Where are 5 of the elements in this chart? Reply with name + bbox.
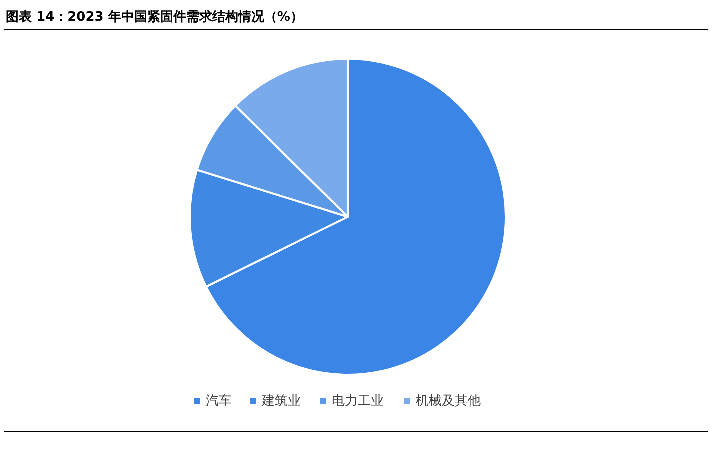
- legend-label: 机械及其他: [416, 394, 481, 409]
- chart-title: 图表 14：2023 年中国紧固件需求结构情况（%）: [6, 9, 304, 25]
- legend-label: 汽车: [206, 394, 232, 409]
- legend-label: 建筑业: [261, 394, 301, 409]
- legend-label: 电力工业: [332, 394, 384, 409]
